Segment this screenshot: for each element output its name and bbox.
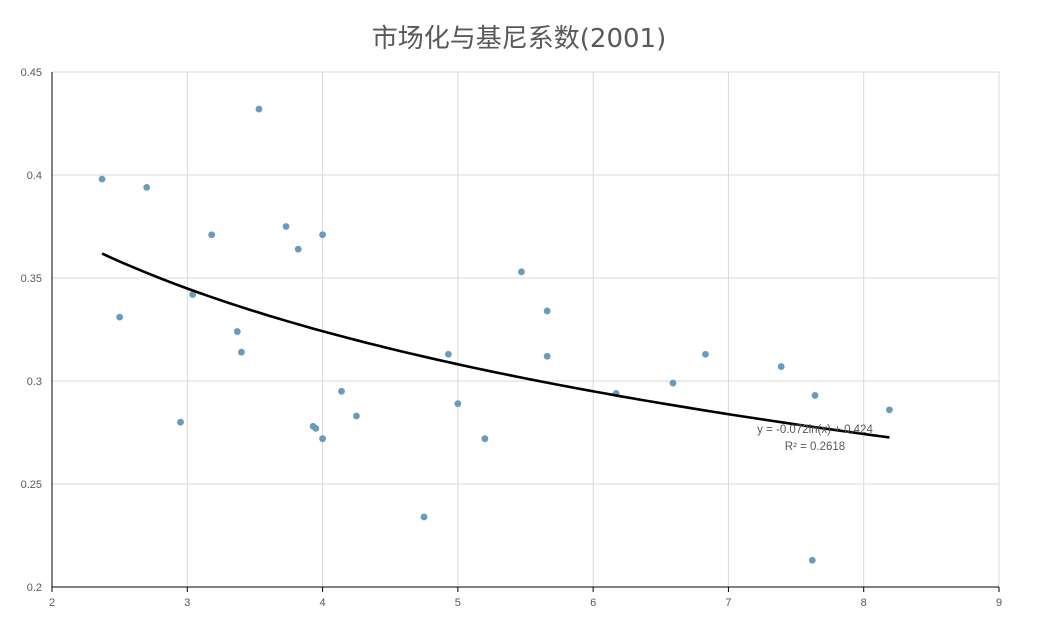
data-point [116, 313, 124, 321]
data-points [98, 105, 893, 564]
data-point [454, 400, 462, 408]
x-tick-label: 5 [455, 597, 461, 609]
data-point [282, 223, 290, 230]
trendline-r-squared: R² = 0.2618 [785, 441, 845, 453]
data-point [208, 231, 216, 239]
x-tick-label: 3 [184, 597, 190, 609]
axes [51, 72, 1000, 592]
trendline-equation: y = -0.072ln(x) + 0.424 [757, 424, 873, 436]
data-point [702, 350, 709, 358]
data-point [352, 412, 360, 420]
data-point [886, 406, 893, 414]
data-point [338, 387, 345, 395]
data-point [481, 435, 489, 443]
data-point [233, 328, 241, 335]
data-point [518, 268, 525, 276]
data-point [319, 435, 326, 443]
y-tick-label: 0.45 [21, 67, 42, 79]
data-point [543, 307, 551, 315]
x-tick-label: 7 [725, 597, 731, 609]
data-point [444, 350, 452, 358]
y-tick-label: 0.3 [27, 376, 42, 388]
data-point [319, 231, 326, 239]
x-tick-label: 2 [49, 597, 55, 609]
gridlines [52, 71, 1000, 587]
y-tick-label: 0.35 [21, 273, 42, 285]
x-tick-label: 8 [861, 597, 867, 609]
data-point [189, 291, 197, 298]
data-point [143, 183, 151, 191]
y-tick-label: 0.2 [27, 582, 42, 594]
data-point [255, 105, 263, 113]
trendline [101, 252, 890, 439]
data-point [294, 245, 302, 253]
chart-title: 市场化与基尼系数(2001) [371, 24, 667, 54]
y-axis-ticks: 0.2 0.25 0.3 0.35 0.4 0.45 [21, 67, 42, 594]
data-point [420, 513, 428, 521]
y-tick-label: 0.4 [27, 170, 42, 182]
data-point [777, 363, 785, 370]
x-tick-label: 9 [996, 597, 1002, 609]
x-axis-ticks: 2 3 4 5 6 7 8 9 [49, 597, 1002, 609]
data-point [808, 556, 816, 564]
data-point [98, 175, 106, 183]
x-tick-label: 4 [320, 597, 326, 609]
data-point [238, 348, 245, 356]
x-tick-label: 6 [590, 597, 596, 609]
y-tick-label: 0.25 [21, 479, 42, 491]
data-point [177, 418, 184, 426]
data-point [543, 352, 551, 360]
data-point [669, 379, 677, 387]
data-point [312, 424, 320, 432]
data-point [811, 392, 819, 399]
